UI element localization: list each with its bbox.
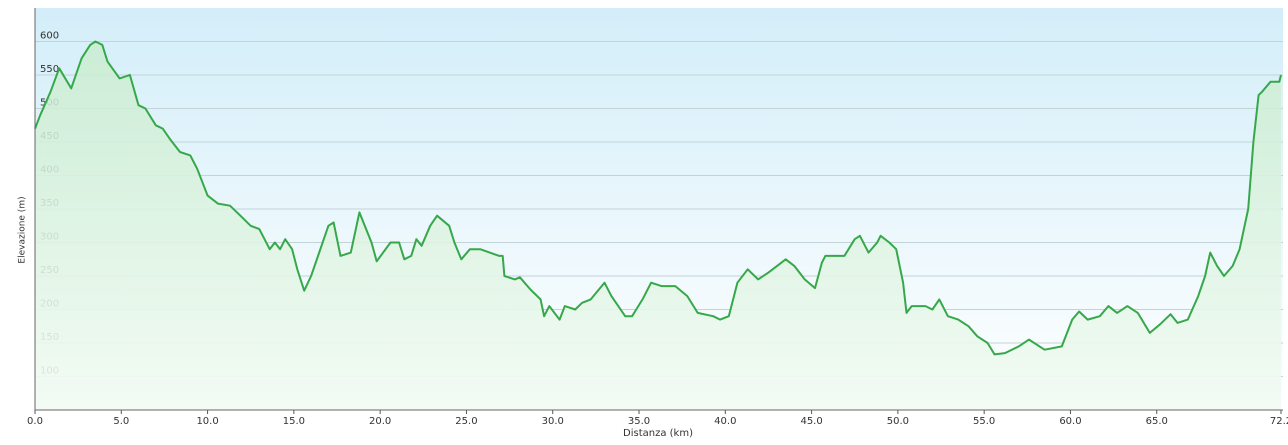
- x-tick-label: 55.0: [973, 416, 995, 427]
- x-axis-label: Distanza (km): [623, 428, 693, 439]
- x-tick-label: 5.0: [113, 416, 129, 427]
- x-tick-label: 50.0: [887, 416, 909, 427]
- x-tick-label: 10.0: [196, 416, 218, 427]
- elevation-line: [34, 40, 1282, 356]
- x-tick-label: 40.0: [714, 416, 736, 427]
- x-tick-label: 15.0: [283, 416, 305, 427]
- x-tick-label: 30.0: [542, 416, 564, 427]
- x-tick-label: 20.0: [369, 416, 391, 427]
- elevation-area: [35, 41, 1281, 410]
- y-tick-label: 600: [40, 31, 59, 42]
- x-tick-label: 72.2: [1270, 416, 1288, 427]
- x-tick-label: 60.0: [1059, 416, 1081, 427]
- x-tick-label: 25.0: [455, 416, 477, 427]
- x-tick-label: 65.0: [1146, 416, 1168, 427]
- y-tick-label: 550: [40, 64, 59, 75]
- y-axis-label: Elevazione (m): [18, 196, 28, 263]
- x-tick-label: 45.0: [800, 416, 822, 427]
- x-tick-label: 0.0: [27, 416, 43, 427]
- x-tick-label: 35.0: [628, 416, 650, 427]
